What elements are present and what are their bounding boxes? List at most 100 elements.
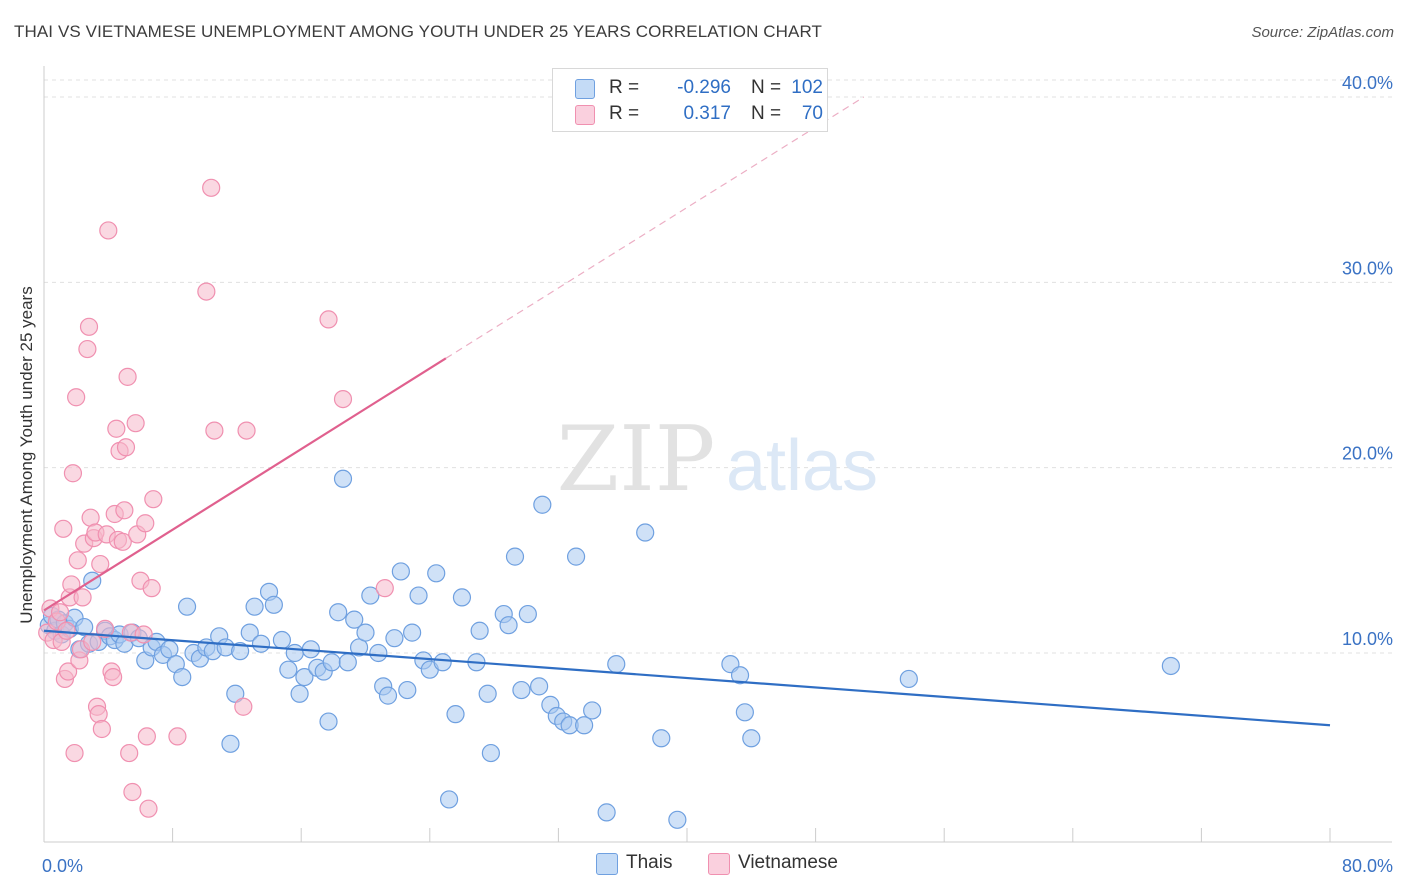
- point-thais: [398, 680, 417, 700]
- point-vietnamese: [139, 799, 158, 818]
- point-thais: [1161, 656, 1180, 676]
- legend-r-value: -0.296: [677, 77, 731, 98]
- point-vietnamese: [319, 310, 338, 329]
- legend-n-label: N =: [751, 77, 782, 98]
- trend-line-thais: [43, 629, 1331, 727]
- point-vietnamese: [118, 367, 137, 386]
- legend-n-value: 70: [801, 103, 823, 124]
- point-thais: [409, 586, 428, 605]
- point-thais: [319, 712, 338, 731]
- series-legend-label: Vietnamese: [738, 852, 838, 873]
- point-vietnamese: [89, 705, 108, 724]
- series-thais: [39, 469, 1180, 829]
- point-vietnamese: [168, 727, 187, 746]
- point-thais: [361, 586, 380, 605]
- point-vietnamese: [59, 662, 78, 681]
- point-thais: [329, 603, 348, 622]
- legend-swatch-vietnamese: [575, 105, 595, 125]
- point-vietnamese: [91, 554, 110, 574]
- point-thais: [512, 680, 531, 700]
- trend-line-vietnamese: [43, 357, 447, 612]
- point-thais: [173, 667, 192, 687]
- point-vietnamese: [116, 438, 136, 457]
- point-thais: [735, 703, 754, 722]
- point-thais: [518, 604, 537, 624]
- point-vietnamese: [134, 625, 153, 644]
- point-thais: [499, 616, 518, 635]
- point-thais: [333, 469, 353, 488]
- series-legend-swatch-thais: [596, 853, 618, 875]
- watermark-atlas: atlas: [726, 426, 878, 506]
- chart-title: THAI VS VIETNAMESE UNEMPLOYMENT AMONG YO…: [14, 22, 823, 41]
- point-thais: [583, 701, 602, 720]
- point-thais: [478, 684, 497, 703]
- point-vietnamese: [205, 421, 224, 440]
- legend-swatch-thais: [575, 79, 595, 99]
- point-thais: [378, 686, 398, 705]
- series-vietnamese: [38, 178, 394, 818]
- point-thais: [221, 734, 240, 753]
- point-thais: [251, 634, 271, 653]
- point-vietnamese: [78, 339, 97, 359]
- point-thais: [391, 562, 410, 581]
- legend-r-label: R =: [609, 103, 640, 124]
- point-vietnamese: [237, 421, 256, 440]
- y-tick-label: 20.0%: [1342, 444, 1393, 464]
- point-vietnamese: [144, 490, 163, 509]
- grid: [44, 79, 1392, 654]
- point-thais: [264, 595, 283, 614]
- x-tick-label: 80.0%: [1342, 856, 1393, 876]
- point-vietnamese: [50, 603, 70, 622]
- point-thais: [290, 684, 309, 703]
- point-thais: [279, 660, 298, 679]
- point-vietnamese: [73, 588, 92, 607]
- point-vietnamese: [83, 632, 102, 651]
- point-thais: [607, 655, 626, 674]
- series-legend-label: Thais: [626, 852, 673, 873]
- point-thais: [899, 669, 918, 689]
- point-thais: [369, 643, 388, 663]
- point-vietnamese: [123, 782, 142, 802]
- point-vietnamese: [107, 419, 126, 438]
- watermark: ZIP atlas: [557, 407, 878, 512]
- point-vietnamese: [63, 464, 83, 483]
- point-thais: [231, 642, 250, 661]
- point-vietnamese: [57, 621, 76, 640]
- point-vietnamese: [126, 414, 145, 433]
- legend-n-value: 102: [791, 77, 823, 98]
- tick-labels: 10.0% 20.0% 30.0% 40.0% 0.0% 80.0%: [42, 73, 1393, 876]
- point-thais: [470, 621, 489, 640]
- point-thais: [322, 653, 341, 672]
- point-vietnamese: [79, 317, 99, 336]
- series-legend-swatch-vietnamese: [708, 853, 730, 875]
- point-thais: [652, 729, 671, 748]
- point-thais: [295, 667, 314, 687]
- point-thais: [575, 716, 594, 735]
- point-vietnamese: [375, 579, 394, 598]
- watermark-zip: ZIP: [557, 407, 716, 512]
- point-vietnamese: [197, 282, 216, 301]
- point-thais: [285, 643, 304, 663]
- y-tick-label: 40.0%: [1342, 73, 1393, 93]
- point-thais: [730, 666, 750, 685]
- point-vietnamese: [113, 532, 132, 551]
- point-thais: [403, 623, 422, 642]
- point-thais: [530, 677, 549, 696]
- point-thais: [533, 495, 552, 514]
- axes: [43, 66, 1392, 843]
- point-thais: [668, 810, 687, 829]
- point-vietnamese: [67, 388, 86, 407]
- point-thais: [427, 564, 446, 583]
- point-thais: [345, 610, 364, 629]
- point-thais: [356, 623, 375, 642]
- legend-r-label: R =: [609, 77, 640, 98]
- point-vietnamese: [115, 501, 134, 520]
- point-vietnamese: [95, 619, 115, 639]
- point-vietnamese: [234, 697, 253, 716]
- point-vietnamese: [65, 743, 84, 763]
- point-thais: [481, 743, 500, 763]
- series-layer: [38, 178, 1180, 829]
- trend-layer: [43, 96, 1331, 727]
- point-vietnamese: [99, 221, 118, 240]
